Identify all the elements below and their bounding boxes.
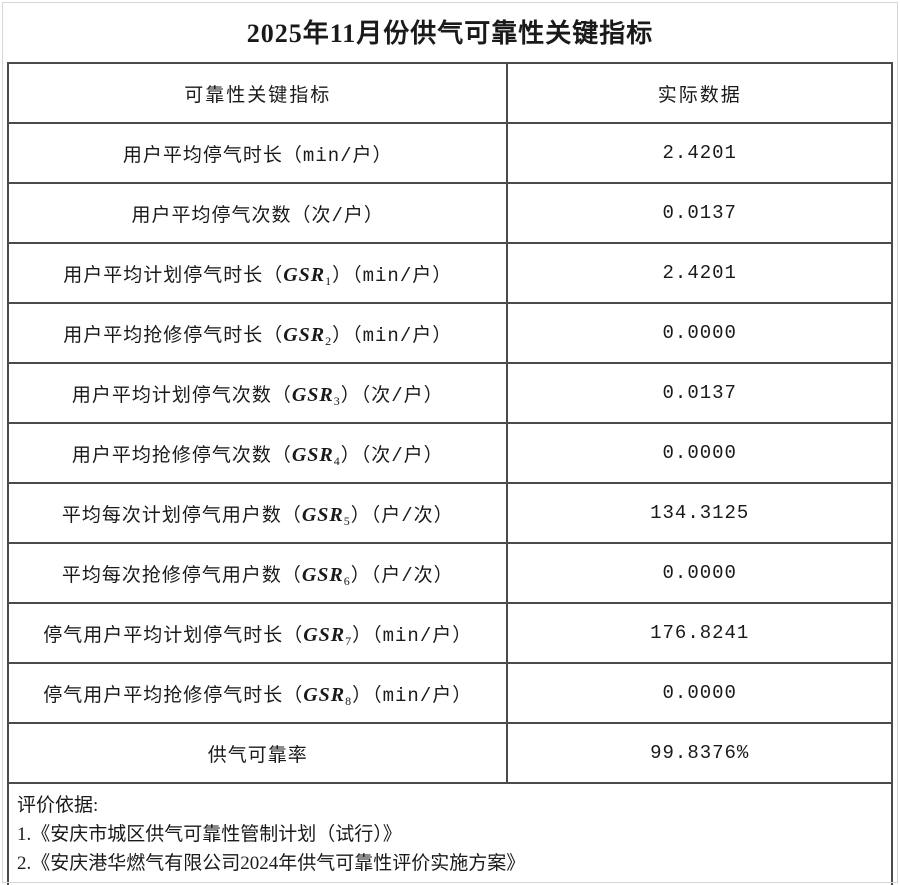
gsr-subscript: 8 [345,693,353,708]
indicator-label-text: 停气用户平均抢修停气时长（ [43,684,304,707]
gsr-subscript: 6 [343,573,351,588]
table-row: 用户平均停气时长（min/户） 2.4201 [6,122,893,184]
indicator-value-cell: 2.4201 [506,122,893,184]
indicator-label-text: 用户平均停气次数（次/户） [131,204,384,227]
gsr-subscript: 5 [343,513,351,528]
indicator-value-cell: 2.4201 [506,242,893,304]
indicator-label-unit: ）（次/户） [340,384,444,407]
header-indicator-column: 可靠性关键指标 [6,62,509,124]
indicator-label-cell: 用户平均抢修停气时长（GSR2）（min/户） [6,302,509,364]
page-title: 2025年11月份供气可靠性关键指标 [246,18,654,48]
gsr-symbol: GSR [301,563,344,586]
indicator-label-cell: 用户平均停气次数（次/户） [6,182,509,244]
indicator-label-text: 用户平均计划停气时长（ [63,264,284,287]
table-body: 用户平均停气时长（min/户） 2.4201 用户平均停气次数（次/户） 0.0137… [6,122,893,784]
gsr-symbol: GSR [301,503,344,526]
indicator-label-cell: 平均每次计划停气用户数（GSR5）（户/次） [6,482,509,544]
indicator-label-unit: ）（户/次） [350,564,454,587]
indicator-label-unit: ）（次/户） [340,444,444,467]
indicator-value-cell: 0.0000 [506,302,893,364]
indicator-value-cell: 0.0000 [506,542,893,604]
gsr-symbol: GSR [303,683,346,706]
table-row: 用户平均计划停气次数（GSR3）（次/户） 0.0137 [6,362,893,424]
gsr-symbol: GSR [283,323,326,346]
indicator-label-cell: 停气用户平均抢修停气时长（GSR8）（min/户） [6,662,509,724]
table-row: 平均每次计划停气用户数（GSR5）（户/次） 134.3125 [6,482,893,544]
indicator-label-text: 用户平均计划停气次数（ [71,384,292,407]
indicator-label-text: 用户平均抢修停气时长（ [63,324,284,347]
indicator-label-unit: ）（min/户） [352,684,473,707]
table-row: 停气用户平均计划停气时长（GSR7）（min/户） 176.8241 [6,602,893,664]
indicator-value-cell: 0.0137 [506,182,893,244]
gsr-symbol: GSR [291,383,334,406]
gsr-subscript: 3 [333,393,341,408]
gsr-symbol: GSR [283,263,326,286]
gsr-symbol: GSR [303,623,346,646]
table-header-row: 可靠性关键指标 实际数据 [6,62,893,124]
indicator-label-text: 供气可靠率 [207,744,308,767]
indicator-label-unit: ）（户/次） [350,504,454,527]
gsr-subscript: 1 [325,273,333,288]
indicator-label-unit: ）（min/户） [332,264,453,287]
indicator-label-unit: ）（min/户） [332,324,453,347]
indicator-label-cell: 用户平均计划停气次数（GSR3）（次/户） [6,362,509,424]
indicator-label-cell: 用户平均计划停气时长（GSR1）（min/户） [6,242,509,304]
table-row: 用户平均抢修停气次数（GSR4）（次/户） 0.0000 [6,422,893,484]
evaluation-basis-section: 评价依据: 1.《安庆市城区供气可靠性管制计划（试行）》 2.《安庆港华燃气有限… [7,782,893,885]
indicator-value-cell: 176.8241 [506,602,893,664]
indicator-value-cell: 0.0000 [506,662,893,724]
gsr-subscript: 4 [333,453,341,468]
evaluation-basis-item: 2.《安庆港华燃气有限公司2024年供气可靠性评价实施方案》 [17,853,526,874]
indicator-label-cell: 用户平均停气时长（min/户） [6,122,509,184]
indicator-label-text: 平均每次抢修停气用户数（ [61,564,302,587]
table-row: 平均每次抢修停气用户数（GSR6）（户/次） 0.0000 [6,542,893,604]
indicator-value-cell: 134.3125 [506,482,893,544]
indicator-value-cell: 0.0000 [506,422,893,484]
indicator-label-cell: 供气可靠率 [6,722,509,784]
table-row: 用户平均计划停气时长（GSR1）（min/户） 2.4201 [6,242,893,304]
table-row: 停气用户平均抢修停气时长（GSR8）（min/户） 0.0000 [6,662,893,724]
indicator-label-cell: 停气用户平均计划停气时长（GSR7）（min/户） [6,602,509,664]
indicator-label-text: 平均每次计划停气用户数（ [61,504,302,527]
indicator-label-cell: 用户平均抢修停气次数（GSR4）（次/户） [6,422,509,484]
evaluation-basis-item: 1.《安庆市城区供气可靠性管制计划（试行）》 [17,824,402,845]
gsr-subscript: 7 [345,633,353,648]
indicator-value-cell: 99.8376% [506,722,893,784]
gsr-subscript: 2 [325,333,333,348]
indicator-table: 可靠性关键指标 实际数据 用户平均停气时长（min/户） 2.4201 用户平均停气… [6,62,893,784]
evaluation-basis-heading: 评价依据: [17,795,99,816]
gsr-symbol: GSR [291,443,334,466]
indicator-label-cell: 平均每次抢修停气用户数（GSR6）（户/次） [6,542,509,604]
header-value-column: 实际数据 [506,62,893,124]
table-row: 用户平均停气次数（次/户） 0.0137 [6,182,893,244]
indicator-label-text: 用户平均抢修停气次数（ [71,444,292,467]
indicator-label-text: 停气用户平均计划停气时长（ [43,624,304,647]
table-row: 用户平均抢修停气时长（GSR2）（min/户） 0.0000 [6,302,893,364]
indicator-label-text: 用户平均停气时长（min/户） [122,144,393,167]
indicator-label-unit: ）（min/户） [352,624,473,647]
table-row: 供气可靠率 99.8376% [6,722,893,784]
indicator-value-cell: 0.0137 [506,362,893,424]
